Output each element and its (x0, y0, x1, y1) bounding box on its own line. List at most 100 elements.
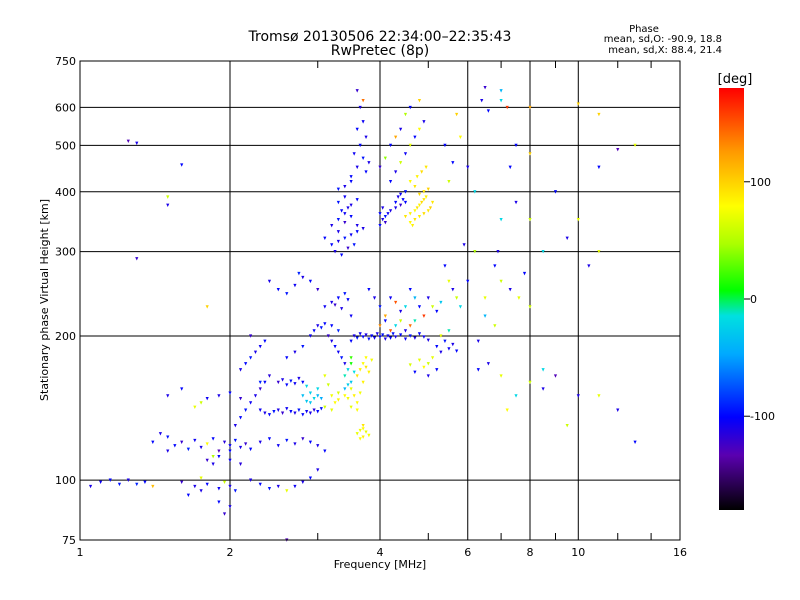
data-point (408, 220, 412, 225)
data-point (364, 135, 368, 139)
data-point (330, 324, 334, 328)
data-point (355, 432, 359, 436)
data-point (330, 408, 334, 412)
data-point (383, 214, 387, 219)
data-point (426, 374, 430, 378)
data-point (173, 444, 177, 448)
data-point (381, 333, 385, 337)
data-point (417, 127, 422, 132)
data-point (358, 143, 362, 148)
data-point (293, 283, 297, 288)
data-point (222, 512, 227, 516)
data-point (476, 368, 480, 372)
data-point (193, 438, 197, 443)
data-point (330, 243, 334, 247)
data-point (199, 476, 203, 480)
data-point (576, 217, 580, 222)
data-point (258, 482, 262, 487)
data-point (343, 374, 347, 378)
data-point (316, 394, 320, 398)
data-point (455, 296, 459, 300)
data-point (267, 487, 272, 491)
data-point (346, 298, 350, 302)
x-tick-label: 1 (77, 546, 84, 559)
data-point (323, 236, 327, 240)
data-point (597, 250, 601, 254)
data-point (280, 378, 285, 382)
data-point (297, 376, 301, 381)
data-point (426, 296, 430, 300)
data-point (199, 401, 203, 405)
data-point (361, 98, 365, 103)
data-point (378, 324, 382, 328)
data-point (413, 185, 417, 189)
data-point (358, 368, 362, 372)
data-point (180, 480, 184, 485)
data-point (238, 462, 243, 466)
data-point (205, 305, 209, 309)
data-point (228, 458, 232, 463)
data-point (352, 243, 356, 247)
data-point (135, 257, 139, 261)
data-point (383, 314, 387, 318)
data-point (399, 161, 403, 165)
colorbar-tick-label: 0 (750, 293, 757, 306)
data-point (249, 356, 253, 360)
data-point (253, 350, 258, 354)
data-point (349, 203, 353, 207)
data-point (330, 223, 334, 228)
data-point (517, 296, 521, 300)
data-point (430, 305, 435, 309)
data-point (186, 493, 190, 498)
data-point (301, 437, 305, 441)
data-point (308, 411, 313, 415)
data-point (597, 112, 601, 117)
data-point (267, 437, 272, 441)
y-tick-label: 200 (55, 330, 76, 343)
data-point (211, 462, 215, 466)
data-point (323, 305, 327, 309)
data-point (443, 143, 447, 148)
data-point (289, 379, 293, 383)
data-point (289, 410, 293, 414)
data-point (514, 394, 518, 398)
data-point (336, 391, 340, 395)
data-point (358, 437, 362, 441)
data-point (473, 190, 477, 194)
data-point (249, 478, 253, 482)
data-point (493, 324, 497, 328)
data-point (343, 236, 347, 240)
data-point (211, 437, 215, 441)
data-point (358, 332, 362, 336)
data-point (263, 339, 267, 344)
data-point (633, 143, 637, 148)
data-point (420, 200, 424, 205)
data-point (413, 336, 417, 340)
data-point (597, 165, 601, 170)
x-tick-label: 8 (527, 546, 534, 559)
data-point (305, 410, 309, 414)
data-point (355, 374, 359, 378)
data-point (244, 408, 248, 412)
data-point (367, 337, 371, 341)
y-tick-label: 75 (62, 534, 76, 547)
data-point (228, 391, 232, 395)
data-point (285, 356, 289, 360)
data-point (458, 305, 463, 309)
data-point (305, 399, 309, 404)
data-point (355, 165, 359, 170)
data-point (399, 127, 403, 132)
data-point (349, 387, 353, 391)
data-point (364, 170, 368, 174)
data-point (522, 271, 527, 276)
phase-title: Phase (629, 24, 659, 35)
x-tick-label: 6 (464, 546, 471, 559)
data-point (217, 449, 221, 453)
data-point (205, 458, 209, 463)
data-point (186, 447, 190, 452)
y-axis-label: Stationary phase Virtual Height [km] (38, 199, 51, 401)
grid-lines (80, 61, 680, 540)
data-point (528, 217, 532, 222)
data-point (308, 334, 313, 338)
data-point (417, 305, 422, 309)
